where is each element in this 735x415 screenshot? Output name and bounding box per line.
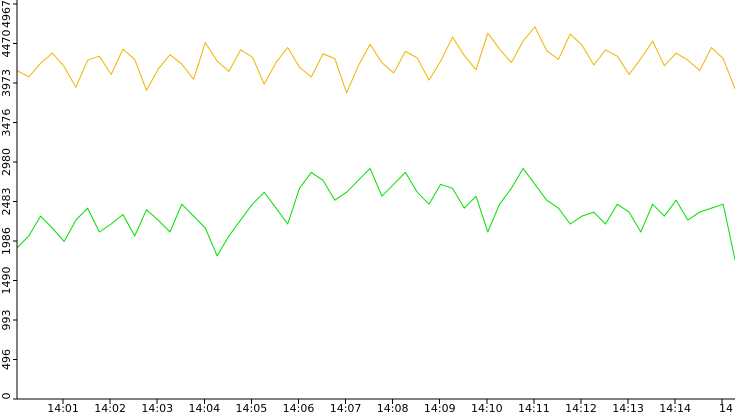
x-tick-label: 14:08 (377, 402, 409, 415)
y-tick-label: 2483 (0, 188, 13, 216)
x-tick-label: 14:07 (330, 402, 362, 415)
y-tick-label: 1490 (0, 267, 13, 295)
series-layer (16, 26, 735, 260)
x-tick-group: 14:01 14:02 14:03 14:04 14:05 14:06 14:07 14:08… (47, 399, 733, 415)
y-tick-label: 496 (0, 349, 13, 370)
x-tick-label: 14:04 (188, 402, 220, 415)
x-tick-label: 14:11 (518, 402, 550, 415)
x-tick-label: 14:13 (612, 402, 644, 415)
x-tick-label: 14 (719, 402, 733, 415)
x-tick-label: 14:06 (283, 402, 315, 415)
x-tick-label: 14:14 (659, 402, 691, 415)
x-tick-label: 14:10 (471, 402, 503, 415)
y-tick-label: 0 (0, 393, 13, 400)
y-tick-group: 0 496 993 1490 1986 2483 2980 3476 3973 4470 4967 (0, 0, 17, 400)
series-line-upper (16, 26, 735, 94)
y-tick-label: 3973 (0, 69, 13, 97)
y-tick-label: 4967 (0, 0, 13, 28)
x-tick-label: 14:01 (47, 402, 79, 415)
x-tick-label: 14:02 (94, 402, 126, 415)
x-tick-label: 14:05 (236, 402, 268, 415)
y-tick-label: 1986 (0, 227, 13, 255)
x-tick-label: 14:09 (424, 402, 456, 415)
x-tick-label: 14:03 (141, 402, 173, 415)
series-line-lower (16, 167, 735, 260)
x-tick-label: 14:12 (565, 402, 597, 415)
y-tick-label: 4470 (0, 30, 13, 58)
y-tick-label: 2980 (0, 148, 13, 176)
y-tick-label: 3476 (0, 109, 13, 137)
y-tick-label: 993 (0, 310, 13, 331)
